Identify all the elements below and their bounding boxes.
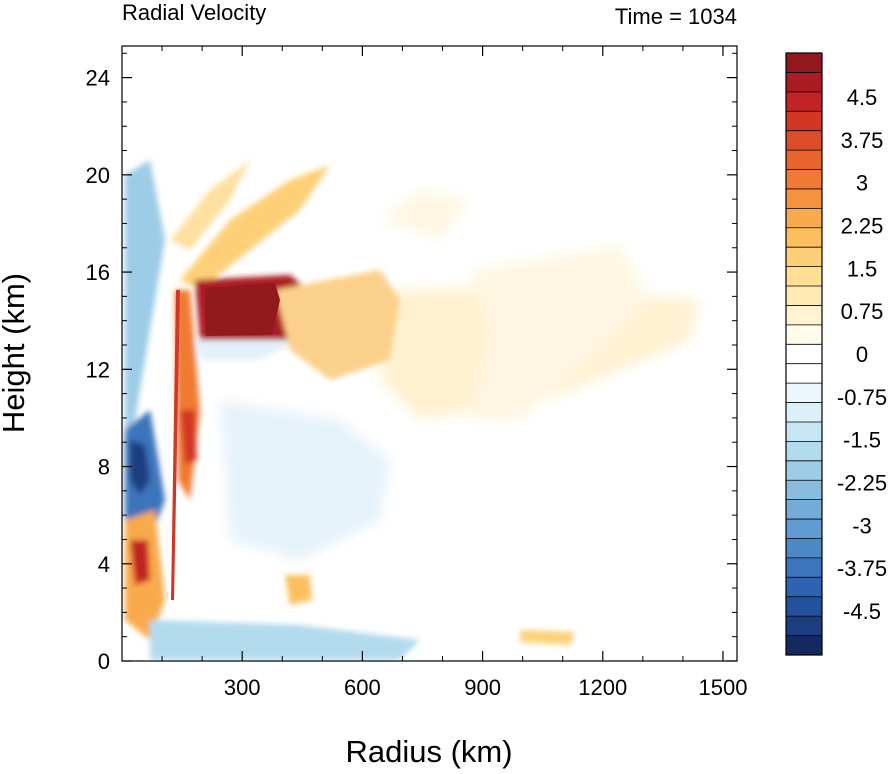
colorbar-frame <box>785 52 823 656</box>
colorbar-swatch <box>786 421 822 442</box>
plot-frame <box>121 45 738 662</box>
chart-title: Radial Velocity <box>122 0 266 25</box>
colorbar-swatch <box>786 305 822 326</box>
low-level-outflow-blob <box>285 575 312 605</box>
colorbar-swatch <box>786 441 822 462</box>
eyewall-inflow-max <box>130 440 150 495</box>
y-tick-label: 8 <box>98 455 110 480</box>
colorbar-swatch <box>786 557 822 578</box>
colorbar-swatch <box>786 480 822 500</box>
colorbar-swatch <box>786 460 822 481</box>
x-tick-label: 900 <box>464 675 501 700</box>
x-tick-label: 600 <box>344 675 381 700</box>
colorbar-swatch <box>786 577 822 598</box>
eyewall-outflow-max <box>180 410 197 465</box>
y-tick-label: 16 <box>86 260 110 285</box>
colorbar-swatch <box>786 635 822 656</box>
colorbar-swatch <box>786 227 822 248</box>
colorbar-swatch <box>786 169 822 190</box>
x-tick-label: 1500 <box>699 675 748 700</box>
velocity-field <box>125 160 700 660</box>
surface-outflow-blob <box>520 630 575 645</box>
colorbar-swatch <box>786 188 822 209</box>
colorbar-swatch <box>786 266 822 287</box>
colorbar-label: -4.5 <box>843 599 881 624</box>
colorbar-label: -3 <box>852 513 872 538</box>
colorbar-swatch <box>786 363 822 384</box>
colorbar-swatch <box>786 111 822 131</box>
surface-inflow <box>150 620 420 660</box>
colorbar-label: 4.5 <box>847 85 878 110</box>
y-axis-label: Height (km) <box>0 273 31 433</box>
upper-weak-outflow <box>380 190 470 240</box>
colorbar-swatch <box>786 538 822 559</box>
colorbar-swatch <box>786 130 822 151</box>
eyewall-inflow-upper <box>125 160 165 520</box>
colorbar-swatch <box>786 208 822 229</box>
eye-edge-line <box>171 290 180 600</box>
colorbar-swatch <box>786 72 822 93</box>
colorbar-label: 0.75 <box>841 299 884 324</box>
outflow-jet-tail <box>275 270 400 380</box>
colorbar-label: -3.75 <box>837 556 887 581</box>
x-axis: 300 600 900 1200 1500 <box>161 46 748 700</box>
colorbar-swatch <box>786 324 822 345</box>
colorbar-swatch <box>786 247 822 267</box>
colorbar-label: 3 <box>856 171 868 196</box>
y-tick-label: 4 <box>98 552 110 577</box>
upper-outflow-streak-2 <box>170 160 250 250</box>
low-outflow-max <box>130 540 150 585</box>
y-tick-label: 12 <box>86 357 110 382</box>
colorbar-swatch <box>786 53 822 73</box>
outflow-jet-core <box>205 283 280 336</box>
mid-level-inflow <box>220 400 390 560</box>
colorbar-label: -2.25 <box>837 471 887 496</box>
colorbar-swatch <box>786 383 822 403</box>
colorbar-label: 3.75 <box>841 128 884 153</box>
colorbar-label: -1.5 <box>843 428 881 453</box>
y-tick-label: 24 <box>86 66 110 91</box>
y-tick-label: 0 <box>98 649 110 674</box>
weak-outflow-far <box>470 245 650 420</box>
y-axis: 0 4 8 12 16 20 24 <box>86 52 737 674</box>
colorbar-swatch <box>786 402 822 423</box>
colorbar-swatch <box>786 499 822 520</box>
colorbar-swatch <box>786 344 822 365</box>
upper-outflow-streak <box>180 165 330 290</box>
colorbar-label: 2.25 <box>841 214 884 239</box>
y-tick-label: 20 <box>86 163 110 188</box>
colorbar-swatch <box>786 91 822 112</box>
chart-subtitle: Time = 1034 <box>615 4 737 29</box>
colorbar-label: 0 <box>856 342 868 367</box>
colorbar-swatch <box>786 596 822 617</box>
colorbar-label: 1.5 <box>847 256 878 281</box>
colorbar-label: -0.75 <box>837 385 887 410</box>
colorbar-swatch <box>786 616 822 636</box>
x-tick-label: 1200 <box>578 675 627 700</box>
colorbar-swatch <box>786 286 822 306</box>
colorbar: 4.5 3.75 3 2.25 1.5 0.75 0 -0.75 -1.5 -2.25 -3 -3.7… <box>785 52 887 656</box>
colorbar-swatch <box>786 519 822 539</box>
x-tick-label: 300 <box>224 675 261 700</box>
x-axis-label: Radius (km) <box>345 734 512 769</box>
colorbar-swatch <box>786 150 822 170</box>
